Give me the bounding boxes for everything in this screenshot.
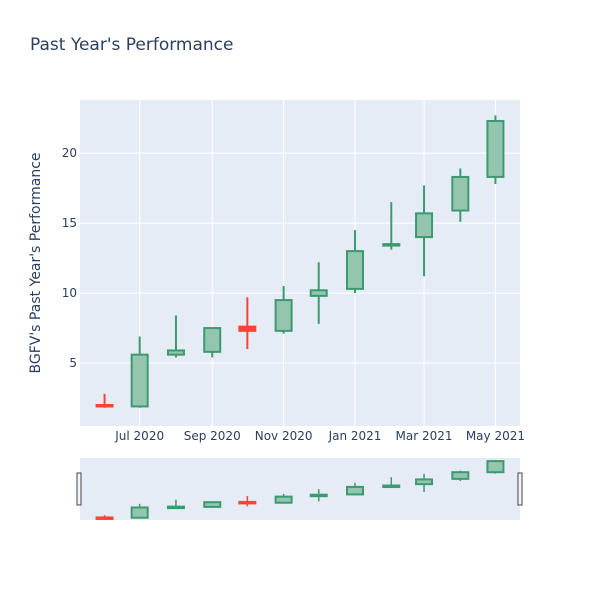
candle-body xyxy=(166,349,185,356)
candle-body xyxy=(451,175,470,212)
candle-2021-04-01[interactable] xyxy=(451,168,470,222)
mini-candle-body xyxy=(346,485,364,496)
mini-candle-2020-06-01 xyxy=(95,515,114,520)
mini-candle-2020-08-01 xyxy=(166,499,185,510)
mini-candle-2020-11-01 xyxy=(274,493,293,504)
candle-2021-01-01[interactable] xyxy=(346,230,364,294)
candle-body xyxy=(130,353,149,408)
mini-candle-body xyxy=(415,478,434,486)
y-tick-label: 20 xyxy=(62,146,77,160)
mini-candle-2020-12-01 xyxy=(309,489,328,502)
x-tick-label: Sep 2020 xyxy=(184,429,241,443)
candle-2020-09-01[interactable] xyxy=(203,327,222,358)
x-tick-label: Mar 2021 xyxy=(396,429,453,443)
mini-candle-body xyxy=(274,495,293,504)
mini-candle-2020-09-01 xyxy=(203,501,222,509)
x-tick-label: Jul 2020 xyxy=(114,429,164,443)
mini-candle-body xyxy=(238,500,257,505)
mini-candle-body xyxy=(451,471,470,480)
x-tick-label: Jan 2021 xyxy=(328,429,382,443)
candle-2020-10-01[interactable] xyxy=(238,297,257,350)
y-tick-label: 15 xyxy=(62,216,77,230)
mini-candle-2021-02-01 xyxy=(382,477,401,489)
y-axis-title: BGFV's Past Year's Performance xyxy=(28,152,44,373)
mini-candle-body xyxy=(130,506,149,519)
candle-body xyxy=(95,404,114,408)
candle-body xyxy=(238,325,257,332)
candle-2020-07-01[interactable] xyxy=(130,336,149,408)
mini-candle-body xyxy=(203,501,222,508)
candle-2021-05-01[interactable] xyxy=(486,115,505,184)
candle-2021-03-01[interactable] xyxy=(415,185,434,277)
candle-body xyxy=(382,243,401,247)
mini-candle-body xyxy=(95,516,114,520)
mini-candle-body xyxy=(309,493,328,498)
y-tick-label: 5 xyxy=(69,356,77,370)
mini-candle-body xyxy=(166,505,185,510)
mini-candle-2021-05-01 xyxy=(486,460,505,474)
candle-body xyxy=(274,299,293,332)
y-tick-label: 10 xyxy=(62,286,77,300)
mini-candle-body xyxy=(382,484,401,489)
mini-candle-2021-04-01 xyxy=(451,470,470,482)
candle-2020-08-01[interactable] xyxy=(166,315,185,358)
plot-area xyxy=(80,100,520,426)
candle-2020-11-01[interactable] xyxy=(274,286,293,334)
x-axis-ticks: Jul 2020 Sep 2020 Nov 2020 Jan 2021 Mar 2021… xyxy=(114,429,525,443)
mini-candle-body xyxy=(486,460,505,474)
mini-candle-2020-10-01 xyxy=(238,496,257,507)
candle-2020-12-01[interactable] xyxy=(309,262,328,324)
candle-body xyxy=(486,119,505,178)
candles xyxy=(95,115,505,408)
mini-candle-2021-01-01 xyxy=(346,482,364,496)
mini-candle-2020-07-01 xyxy=(130,503,149,519)
grid-lines xyxy=(80,100,520,426)
candle-body xyxy=(415,212,434,239)
range-slider[interactable] xyxy=(80,458,520,520)
candle-2020-06-01[interactable] xyxy=(95,393,114,408)
candle-2021-02-01[interactable] xyxy=(382,202,401,250)
candle-body xyxy=(309,289,328,297)
x-tick-label: May 2021 xyxy=(466,429,525,443)
candle-body xyxy=(346,250,364,290)
range-slider-left-handle[interactable] xyxy=(76,472,82,506)
x-tick-label: Nov 2020 xyxy=(255,429,313,443)
candle-body xyxy=(203,327,222,353)
range-slider-candles xyxy=(95,460,505,520)
chart-title: Past Year's Performance xyxy=(30,35,234,55)
range-slider-right-handle[interactable] xyxy=(517,472,523,506)
mini-candle-2021-03-01 xyxy=(415,473,434,492)
y-axis-ticks: 5 10 15 20 xyxy=(62,146,77,370)
